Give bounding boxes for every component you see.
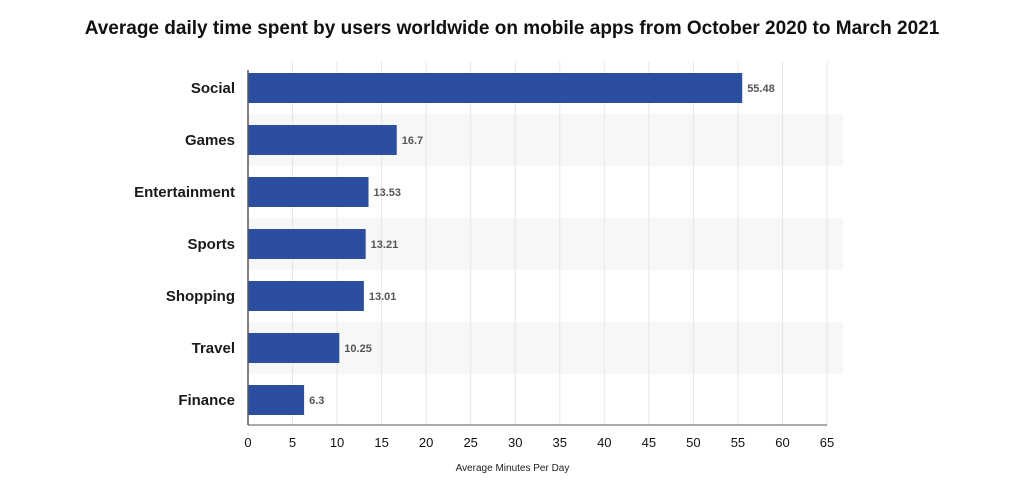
data-label: 55.48 — [747, 83, 775, 95]
x-tick-label: 0 — [244, 435, 251, 450]
bar — [248, 281, 364, 311]
bar — [248, 73, 743, 103]
bar — [248, 125, 397, 155]
data-label: 13.01 — [369, 291, 397, 303]
category-label: Finance — [178, 392, 235, 409]
data-label: 13.21 — [371, 239, 399, 251]
x-tick-label: 20 — [419, 435, 433, 450]
data-label: 6.3 — [309, 395, 324, 407]
category-label: Social — [191, 80, 235, 97]
x-tick-label: 65 — [820, 435, 834, 450]
data-label: 13.53 — [374, 187, 402, 199]
x-tick-label: 30 — [508, 435, 522, 450]
bar — [248, 177, 369, 207]
x-tick-label: 45 — [642, 435, 656, 450]
category-label: Sports — [187, 236, 235, 253]
category-label: Games — [185, 132, 235, 149]
x-tick-label: 60 — [775, 435, 789, 450]
x-tick-label: 40 — [597, 435, 611, 450]
x-tick-label: 25 — [463, 435, 477, 450]
x-tick-label: 55 — [731, 435, 745, 450]
row-band — [248, 322, 843, 374]
x-tick-label: 15 — [374, 435, 388, 450]
bar — [248, 385, 305, 415]
x-tick-label: 35 — [553, 435, 567, 450]
category-label: Entertainment — [134, 184, 235, 201]
data-label: 10.25 — [344, 343, 372, 355]
bar — [248, 229, 366, 259]
data-label: 16.7 — [402, 135, 423, 147]
category-label: Travel — [192, 340, 235, 357]
chart-title: Average daily time spent by users worldw… — [84, 18, 940, 39]
x-tick-label: 5 — [289, 435, 296, 450]
x-tick-label: 50 — [686, 435, 700, 450]
x-tick-label: 10 — [330, 435, 344, 450]
x-axis-title: Average Minutes Per Day — [456, 463, 570, 474]
category-label: Shopping — [166, 288, 235, 305]
bar — [248, 333, 340, 363]
